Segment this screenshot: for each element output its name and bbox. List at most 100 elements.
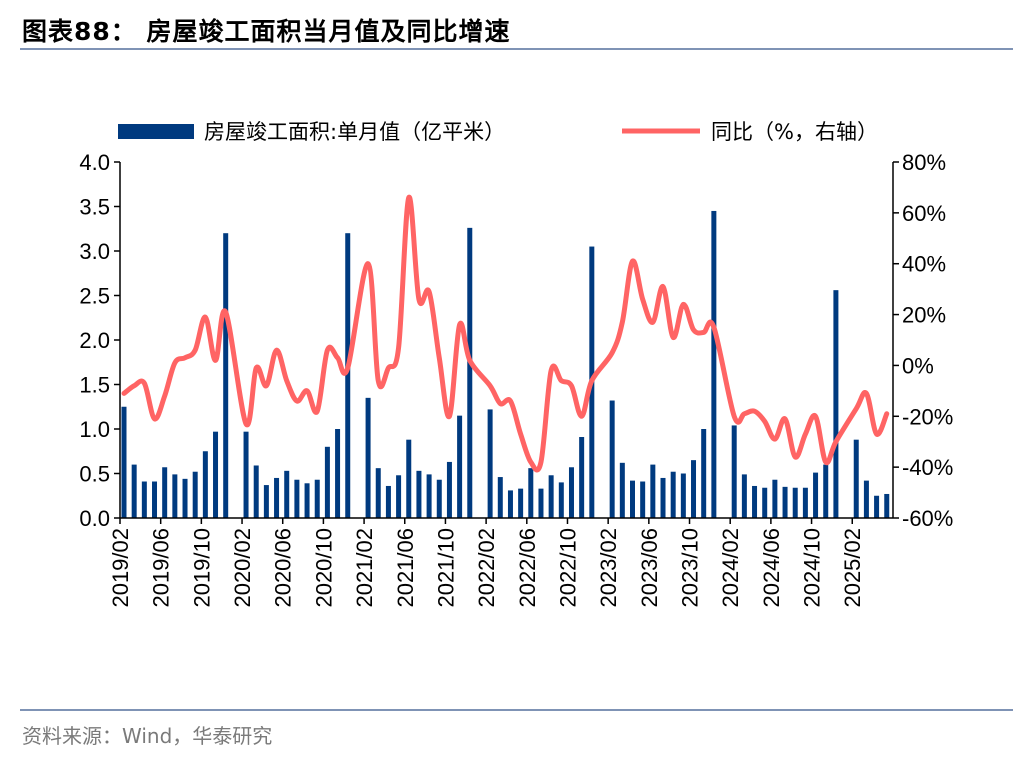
bar [213, 431, 219, 518]
bar [375, 468, 381, 518]
left-tick-label: 0.0 [79, 506, 110, 531]
left-tick-label: 2.0 [79, 328, 110, 353]
page-title: 图表88： 房屋竣工面积当月值及同比增速 [22, 17, 511, 46]
x-tick-label: 2022/02 [474, 528, 499, 608]
bar [568, 467, 574, 518]
left-tick-label: 3.0 [79, 239, 110, 264]
x-tick-label: 2021/06 [393, 528, 418, 608]
bar [223, 233, 229, 518]
bar [792, 487, 798, 518]
bar [884, 493, 890, 518]
bar [772, 479, 778, 518]
bar [274, 477, 280, 518]
bar [243, 431, 249, 518]
bar [457, 415, 463, 518]
x-tick-label: 2024/06 [759, 528, 784, 608]
bar [324, 446, 330, 518]
bar [172, 474, 178, 518]
bar [874, 495, 880, 518]
bar [731, 425, 737, 518]
bar [752, 485, 758, 518]
bar [396, 475, 402, 518]
bar [497, 477, 503, 518]
bar [518, 488, 524, 518]
bar [528, 468, 534, 518]
x-tick-label: 2021/10 [433, 528, 458, 608]
bar [406, 439, 412, 518]
bar [660, 477, 666, 518]
bar [711, 210, 717, 518]
x-tick-label: 2019/02 [108, 528, 133, 608]
x-tick-label: 2024/02 [718, 528, 743, 608]
bar [619, 462, 625, 518]
right-tick-label: -60% [902, 506, 953, 531]
bar [579, 437, 585, 518]
left-tick-label: 1.0 [79, 417, 110, 442]
bar [670, 471, 676, 518]
source-note: 资料来源：Wind，华泰研究 [22, 724, 273, 748]
bar [192, 471, 198, 518]
x-tick-label: 2020/10 [311, 528, 336, 608]
bar [691, 460, 697, 518]
bar [630, 480, 635, 518]
bar [650, 464, 656, 518]
x-tick-label: 2022/10 [555, 528, 580, 608]
bar [314, 479, 320, 518]
footer-divider [20, 709, 1013, 711]
bar [558, 482, 564, 518]
chart: 0.0 0.5 1.0 1.5 2.0 2.5 3.0 3.5 4.0 -60% -40% -20% 0… [79, 120, 953, 608]
bar [853, 439, 859, 518]
left-tick-label: 0.5 [79, 462, 110, 487]
yoy-line [121, 195, 890, 473]
right-tick-label: 80% [902, 150, 946, 175]
bar [152, 481, 158, 518]
legend-bar-label: 房屋竣工面积:单月值（亿平米） [204, 120, 505, 144]
bar [335, 429, 341, 518]
bar [284, 470, 290, 518]
bar [813, 472, 819, 518]
legend-line-label: 同比（%，右轴） [711, 120, 878, 144]
bar [487, 409, 493, 518]
legend: 房屋竣工面积:单月值（亿平米） 同比（%，右轴） [118, 120, 878, 144]
bar [701, 429, 707, 518]
bar [304, 483, 310, 518]
left-tick-label: 1.5 [79, 373, 110, 398]
left-tick-label: 4.0 [79, 150, 110, 175]
bar [863, 480, 869, 518]
x-tick-label: 2023/10 [678, 528, 703, 608]
left-tick-label: 3.5 [79, 195, 110, 220]
bar [741, 474, 747, 518]
x-tick-label: 2023/02 [596, 528, 621, 608]
bar [446, 461, 452, 518]
x-tick-label: 2025/02 [840, 528, 865, 608]
bar [467, 227, 473, 519]
bar [253, 465, 259, 518]
right-tick-label: 40% [902, 252, 946, 277]
bar [416, 470, 422, 518]
bar [263, 485, 269, 518]
bar [833, 290, 839, 518]
bar [385, 485, 391, 518]
legend-bar-swatch [118, 124, 194, 139]
bar [141, 481, 147, 518]
x-tick-label: 2022/06 [515, 528, 540, 608]
header-divider [20, 48, 1013, 50]
x-tick-label: 2023/06 [637, 528, 662, 608]
bar [680, 473, 686, 518]
bar [538, 488, 544, 518]
bar [762, 487, 768, 518]
bar [609, 400, 615, 518]
bar [823, 464, 829, 518]
bar [640, 481, 646, 518]
x-tick-label: 2024/10 [800, 528, 825, 608]
bar [345, 233, 351, 518]
bar [162, 467, 168, 518]
x-tick-label: 2019/06 [149, 528, 174, 608]
x-tick-label: 2020/06 [271, 528, 296, 608]
bar [802, 487, 808, 518]
right-tick-label: -40% [902, 455, 953, 480]
right-tick-label: 0% [902, 353, 934, 378]
x-tick-label: 2019/10 [189, 528, 214, 608]
bar [436, 479, 442, 518]
x-tick-label: 2021/02 [352, 528, 377, 608]
